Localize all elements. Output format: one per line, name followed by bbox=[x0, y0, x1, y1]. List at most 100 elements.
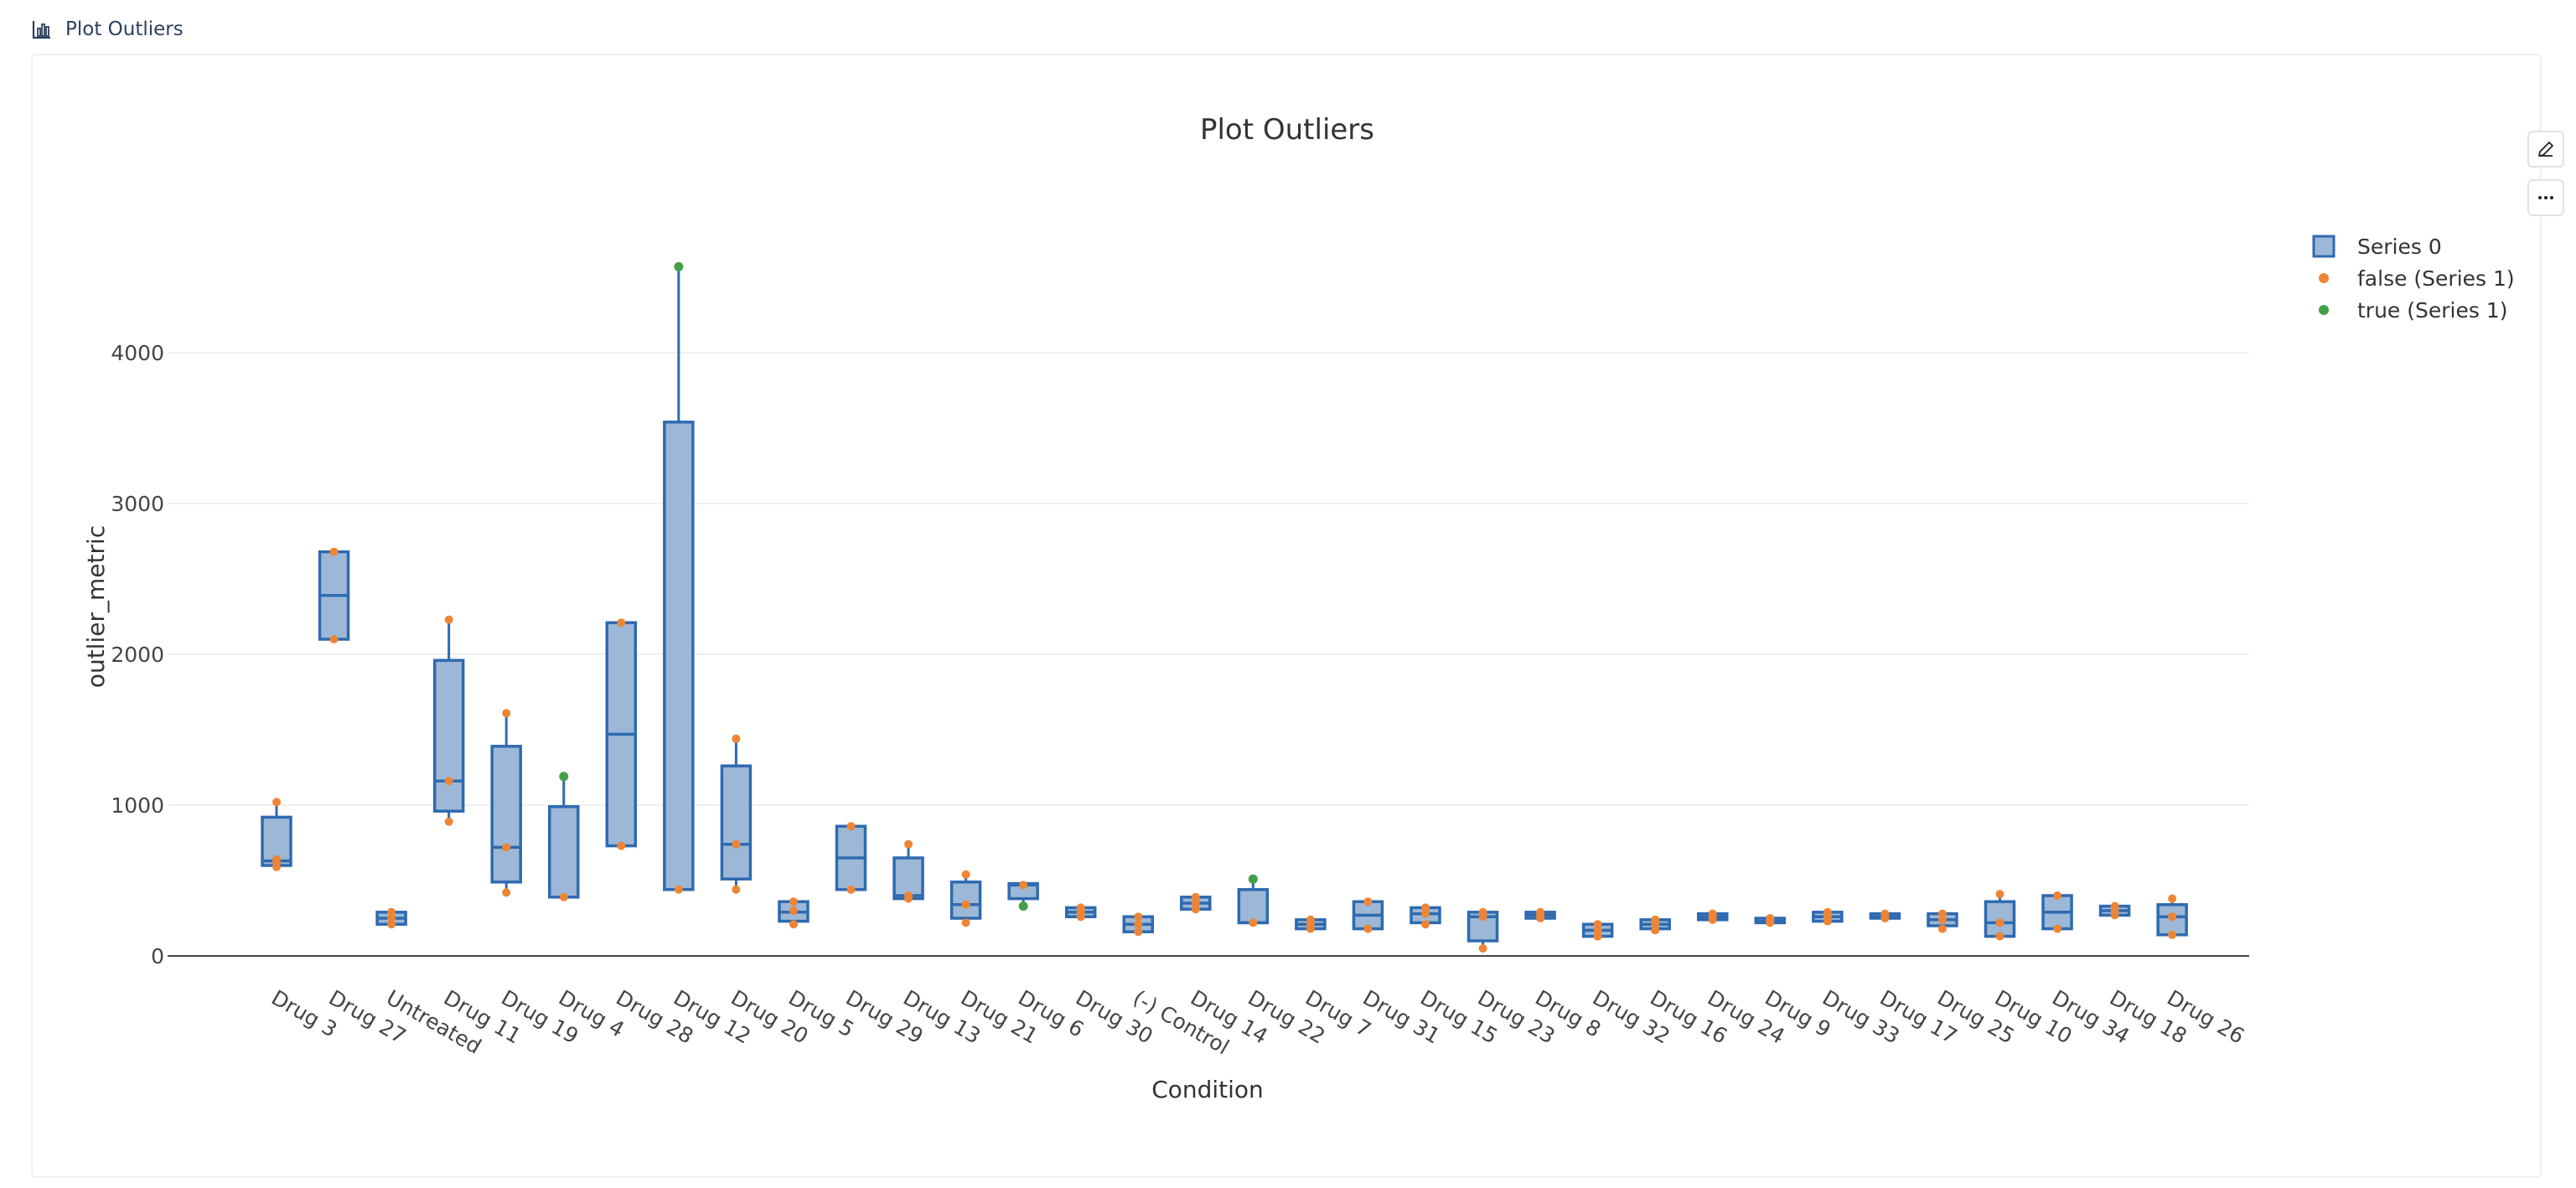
y-axis-label: outlier_metric bbox=[82, 525, 110, 688]
box-drug-21 bbox=[949, 870, 982, 927]
point-false bbox=[502, 709, 511, 718]
point-false bbox=[1076, 903, 1085, 912]
box-body bbox=[663, 421, 695, 891]
point-false bbox=[1134, 920, 1143, 929]
point-true bbox=[674, 261, 684, 271]
legend-label: true (Series 1) bbox=[2357, 298, 2508, 323]
box-drug-17 bbox=[1869, 909, 1901, 922]
box-drug-12 bbox=[663, 261, 695, 894]
point-false bbox=[502, 888, 511, 897]
point-false bbox=[1421, 903, 1430, 912]
y-tick-label: 0 bbox=[151, 944, 164, 968]
legend-item[interactable]: true (Series 1) bbox=[2319, 298, 2508, 323]
point-false bbox=[904, 891, 913, 900]
box-drug-16 bbox=[1639, 915, 1671, 935]
legend-item[interactable]: false (Series 1) bbox=[2319, 266, 2515, 291]
point-false bbox=[1134, 927, 1143, 937]
point-false bbox=[444, 615, 453, 624]
y-tick-label: 1000 bbox=[111, 793, 164, 818]
point-false bbox=[2168, 912, 2177, 922]
point-true bbox=[1248, 874, 1258, 884]
legend-label: false (Series 1) bbox=[2357, 266, 2515, 291]
point-false bbox=[272, 855, 281, 864]
point-false bbox=[1995, 918, 2004, 927]
point-false bbox=[1134, 912, 1143, 922]
point-false bbox=[617, 618, 626, 628]
box-body bbox=[490, 745, 522, 884]
edit-button[interactable] bbox=[2527, 131, 2564, 168]
point-false bbox=[1536, 907, 1545, 917]
point-false bbox=[1478, 944, 1487, 953]
point-false bbox=[1421, 909, 1430, 918]
box-drug-8 bbox=[1524, 907, 1556, 922]
box-drug-31 bbox=[1352, 897, 1384, 933]
box-body bbox=[1237, 888, 1270, 925]
box-body bbox=[949, 881, 982, 920]
point-false bbox=[1191, 899, 1200, 907]
y-tick-label: 4000 bbox=[111, 341, 164, 365]
point-false bbox=[1823, 907, 1832, 917]
box-drug-10 bbox=[1984, 890, 2016, 941]
box-drug-28 bbox=[605, 618, 638, 850]
box-drug-30 bbox=[1064, 903, 1097, 922]
box-drug-23 bbox=[1466, 907, 1499, 953]
point-false bbox=[1995, 932, 2004, 941]
point-false bbox=[1191, 892, 1200, 901]
box-drug-15 bbox=[1410, 903, 1441, 929]
point-false bbox=[1249, 918, 1258, 927]
x-tick-label: Drug 3 bbox=[267, 985, 341, 1042]
point-false bbox=[961, 870, 970, 879]
box-drug-4 bbox=[548, 772, 580, 901]
point-true bbox=[559, 772, 569, 782]
point-false bbox=[502, 843, 511, 852]
box-drug-13 bbox=[892, 839, 924, 903]
point-false bbox=[1306, 915, 1315, 924]
point-false bbox=[961, 900, 970, 909]
box-plot-series bbox=[261, 261, 2188, 953]
point-false bbox=[1421, 920, 1430, 929]
chart-title: Plot Outliers bbox=[1200, 113, 1374, 147]
page-title: Plot Outliers bbox=[65, 18, 184, 40]
point-false bbox=[1937, 909, 1947, 918]
box-drug-7 bbox=[1295, 915, 1327, 933]
box-drug-34 bbox=[2041, 891, 2073, 933]
point-false bbox=[2053, 924, 2062, 933]
point-false bbox=[1593, 920, 1602, 929]
box-drug-25 bbox=[1927, 909, 1958, 933]
box-drug-33 bbox=[1812, 907, 1844, 926]
point-false bbox=[789, 920, 798, 929]
point-false bbox=[1880, 909, 1890, 918]
point-false bbox=[2168, 894, 2177, 903]
ellipsis-icon bbox=[2538, 196, 2553, 199]
point-false bbox=[1651, 926, 1660, 935]
x-axis-label: Condition bbox=[1151, 1076, 1264, 1103]
grid-lines bbox=[168, 352, 2249, 957]
point-false bbox=[961, 918, 970, 927]
point-false bbox=[846, 822, 856, 831]
point-false bbox=[1593, 926, 1602, 935]
box-drug-26 bbox=[2156, 894, 2188, 939]
point-false bbox=[1766, 914, 1775, 922]
box-body bbox=[720, 764, 753, 881]
y-tick-label: 3000 bbox=[111, 492, 164, 516]
box-drug-9 bbox=[1754, 914, 1787, 927]
point-false bbox=[1937, 924, 1947, 933]
point-false bbox=[674, 885, 683, 894]
box-body bbox=[432, 659, 465, 813]
more-options-button[interactable] bbox=[2527, 179, 2564, 216]
point-false bbox=[444, 817, 453, 826]
point-false bbox=[444, 777, 453, 786]
point-false bbox=[2053, 891, 2062, 900]
box-drug-19 bbox=[490, 709, 522, 897]
point-false bbox=[1995, 890, 2004, 899]
box-drug-14 bbox=[1180, 892, 1212, 914]
legend-item[interactable]: Series 0 bbox=[2312, 235, 2442, 259]
legend[interactable]: Series 0 false (Series 1) true (Series 1) bbox=[2312, 235, 2515, 323]
box-drug-27 bbox=[318, 547, 350, 643]
box--control bbox=[1122, 912, 1154, 937]
point-false bbox=[387, 914, 396, 922]
point-false bbox=[1651, 915, 1660, 924]
point-false bbox=[1708, 909, 1717, 918]
y-axis-ticks: 0 1000 2000 3000 4000 bbox=[111, 341, 164, 968]
legend-label: Series 0 bbox=[2357, 235, 2442, 259]
